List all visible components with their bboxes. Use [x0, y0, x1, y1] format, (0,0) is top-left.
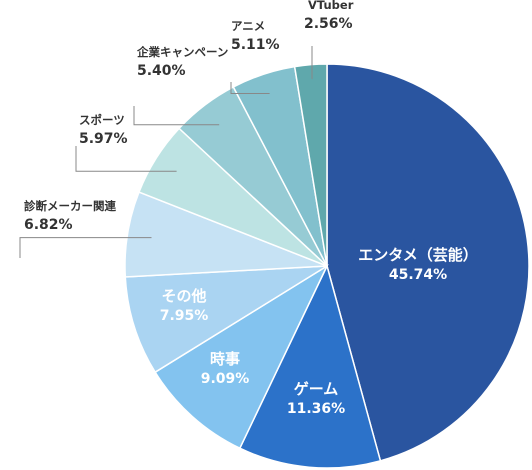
- slice-label-4: その他: [161, 287, 206, 305]
- slice-labels: エンタメ（芸能） 45.74% ゲーム 11.36% 時事 9.09% その他 7.95% 診断…: [24, 0, 478, 417]
- slice-value-6: 5.97%: [79, 131, 128, 147]
- pie-slice-9: [293, 63, 328, 267]
- slice-label-2: ゲーム: [294, 380, 339, 398]
- slice-value-3: 9.09%: [201, 371, 250, 387]
- pie-slice-4: [124, 265, 328, 374]
- slice-value-1: 45.74%: [389, 267, 447, 283]
- slice-value-8: 5.11%: [231, 37, 280, 53]
- slice-value-2: 11.36%: [287, 401, 345, 417]
- slice-label-8: アニメ: [231, 19, 265, 33]
- slice-label-3: 時事: [210, 350, 240, 368]
- slice-label-1: エンタメ（芸能）: [358, 246, 478, 264]
- leader-line-7: [133, 106, 220, 126]
- slice-value-5: 6.82%: [24, 217, 73, 233]
- leader-lines: [19, 46, 313, 258]
- slice-value-7: 5.40%: [137, 63, 186, 79]
- slice-label-6: スポーツ: [79, 113, 125, 127]
- slice-label-9: VTuber: [308, 0, 354, 12]
- leader-line-6: [75, 146, 177, 172]
- slice-label-5: 診断メーカー関連: [24, 199, 116, 213]
- pie-slices: [124, 63, 530, 469]
- slice-value-4: 7.95%: [160, 308, 209, 324]
- leader-line-5: [19, 237, 152, 258]
- leader-line-8: [230, 82, 270, 94]
- pie-slice-1: [326, 63, 530, 462]
- pie-slice-2: [238, 263, 382, 469]
- slice-label-7: 企業キャンペーン: [136, 45, 228, 59]
- slice-value-9: 2.56%: [304, 16, 353, 32]
- pie-slice-3: [154, 264, 329, 450]
